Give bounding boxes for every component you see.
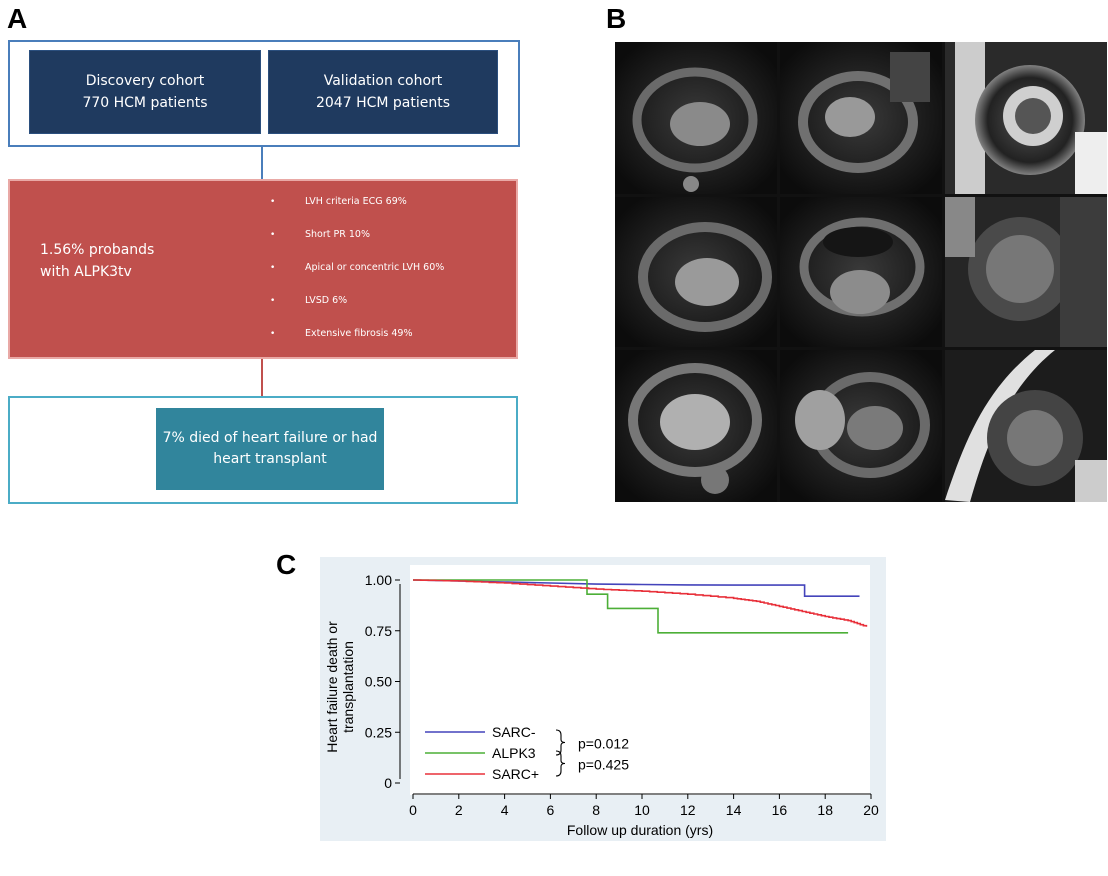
probands-line-2: with ALPK3tv: [40, 264, 132, 280]
connector-line: [261, 147, 263, 179]
x-tick-label: 6: [547, 802, 555, 818]
outcome-group-box: [8, 396, 518, 504]
x-tick-label: 12: [680, 802, 696, 818]
mri-tile: [945, 42, 1107, 194]
x-tick-label: 8: [592, 802, 600, 818]
x-tick-label: 0: [409, 802, 417, 818]
outcome-line-2: heart transplant: [213, 451, 327, 467]
p-value-label: p=0.425: [578, 757, 629, 773]
x-tick-label: 2: [455, 802, 463, 818]
y-tick-label: 0.75: [365, 623, 392, 639]
discovery-cohort-title: Discovery cohort: [85, 73, 205, 89]
criteria-item: Extensive fibrosis 49%: [268, 327, 444, 360]
criteria-item: LVSD 6%: [268, 294, 444, 327]
axes: 0 0.25 0.50 0.75 1.00 0 2 4 6 8 10 12 14 16 18 20: [365, 572, 879, 818]
x-axis-title: Follow up duration (yrs): [567, 822, 713, 838]
x-tick-label: 20: [863, 802, 879, 818]
mri-tile: [615, 42, 777, 194]
mri-tile: [615, 350, 777, 502]
brace: [555, 729, 566, 756]
criteria-item: Short PR 10%: [268, 228, 444, 261]
legend: SARC- ALPK3 SARC+ p=0.012 p=0.425: [425, 724, 629, 782]
cohort-group-box: [8, 40, 520, 147]
x-tick-label: 18: [817, 802, 833, 818]
x-tick-label: 16: [772, 802, 788, 818]
y-axis-title-line-2: transplantation: [340, 641, 356, 733]
series-line-alpk3: [413, 579, 849, 634]
discovery-cohort-count: 770 HCM patients: [82, 95, 208, 111]
y-tick-label: 0: [384, 775, 392, 791]
validation-cohort-box: Validation cohort 2047 HCM patients: [268, 50, 498, 134]
panel-label-a: A: [7, 3, 28, 34]
probands-box: 1.56% probands with ALPK3tv LVH criteria…: [8, 179, 518, 359]
mri-tile: [780, 42, 942, 194]
validation-cohort-title: Validation cohort: [323, 73, 443, 89]
series-line-sarc-: [413, 579, 868, 627]
y-tick-label: 0.25: [365, 724, 392, 740]
brace: [555, 750, 566, 777]
y-axis-title-line-1: Heart failure death or: [324, 621, 340, 753]
legend-label: SARC+: [492, 766, 539, 782]
discovery-cohort-box: Discovery cohort 770 HCM patients: [29, 50, 261, 134]
mri-images: [615, 42, 1107, 502]
plot-background: [410, 565, 870, 795]
legend-label: ALPK3: [492, 745, 536, 761]
criteria-list: LVH criteria ECG 69% Short PR 10% Apical…: [268, 195, 444, 360]
mri-tile: [780, 350, 942, 502]
outcome-box: 7% died of heart failure or had heart tr…: [156, 408, 384, 490]
mri-tile: [945, 350, 1107, 502]
y-tick-label: 0.50: [365, 674, 392, 690]
probands-text: 1.56% probands with ALPK3tv: [40, 239, 154, 283]
chart-svg: Heart failure death or transplantation F…: [324, 565, 879, 838]
criteria-item: Apical or concentric LVH 60%: [268, 261, 444, 294]
criteria-item: LVH criteria ECG 69%: [268, 195, 444, 228]
panel-label-c: C: [276, 549, 297, 580]
series-layer: [412, 579, 868, 634]
survival-chart: Heart failure death or transplantation F…: [320, 557, 886, 841]
x-tick-label: 14: [726, 802, 742, 818]
y-axis-title: Heart failure death or transplantation: [324, 621, 356, 753]
probands-line-1: 1.56% probands: [40, 242, 155, 258]
mri-tile: [945, 197, 1107, 347]
legend-label: SARC-: [492, 724, 536, 740]
mri-image-grid: [615, 42, 1107, 502]
connector-line: [261, 359, 263, 396]
outcome-line-1: 7% died of heart failure or had: [162, 430, 378, 446]
p-value-label: p=0.012: [578, 736, 629, 752]
mri-tile: [780, 197, 942, 347]
x-tick-label: 10: [634, 802, 650, 818]
y-tick-label: 1.00: [365, 572, 392, 588]
panel-label-b: B: [606, 3, 627, 34]
mri-tile: [615, 197, 777, 347]
x-tick-label: 4: [501, 802, 509, 818]
validation-cohort-count: 2047 HCM patients: [315, 95, 451, 111]
